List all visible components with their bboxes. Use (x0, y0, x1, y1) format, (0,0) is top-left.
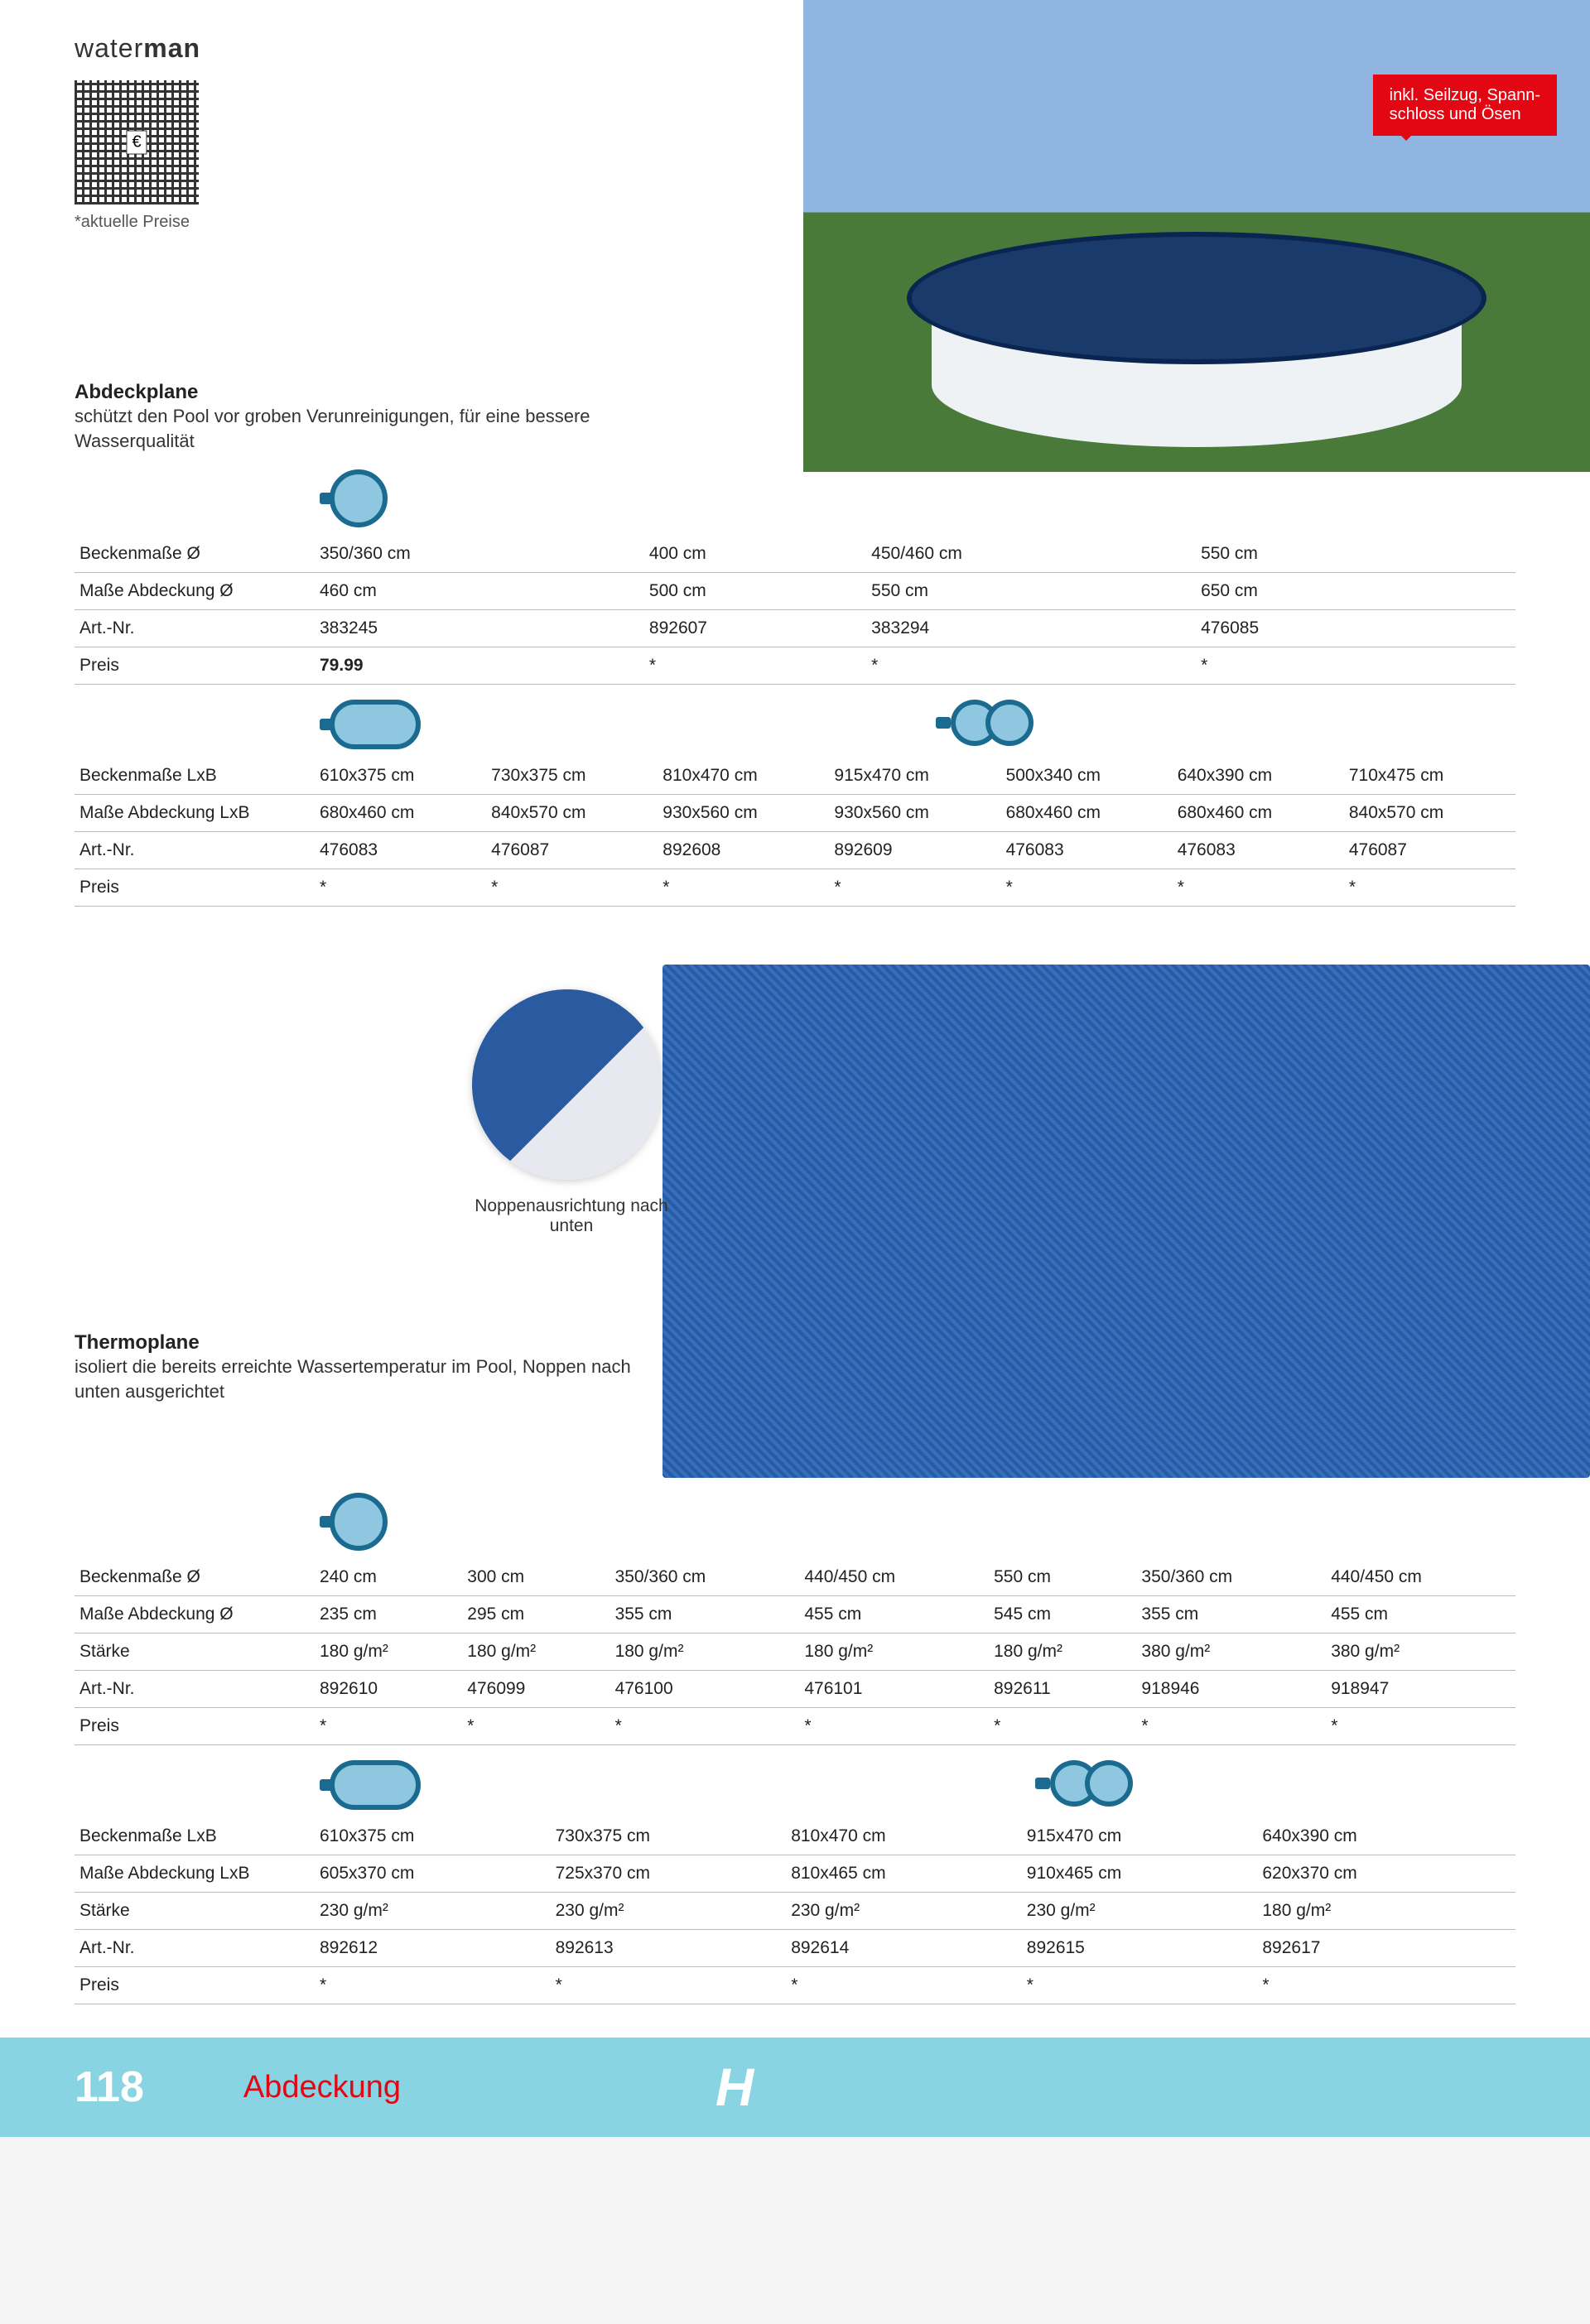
footer-category: Abdeckung (243, 2070, 401, 2105)
table-thermo-round: Beckenmaße Ø240 cm300 cm350/360 cm440/45… (75, 1559, 1515, 1745)
shape-oval-icon (330, 700, 421, 749)
table-row: Maße Abdeckung Ø460 cm500 cm550 cm650 cm (75, 573, 1515, 610)
shape-eight-icon (1050, 1760, 1133, 1807)
detail-caption: Noppenausrichtung nach unten (455, 1196, 687, 1236)
table-abdeckplane-round: Beckenmaße Ø350/360 cm400 cm450/460 cm55… (75, 536, 1515, 685)
shape-round-icon (330, 469, 388, 527)
section1-desc: schützt den Pool vor groben Verunreinigu… (75, 404, 654, 453)
table-row: Beckenmaße Ø240 cm300 cm350/360 cm440/45… (75, 1559, 1515, 1596)
shape-eight-icon (951, 700, 1034, 746)
table-row: Preis79.99*** (75, 647, 1515, 685)
hero-image-thermoplane: Noppenausrichtung nach unten Thermoplane… (75, 965, 1515, 1478)
page-number: 118 (75, 2062, 144, 2112)
brand-bold: man (143, 33, 200, 63)
table-row: Maße Abdeckung LxB680x460 cm840x570 cm93… (75, 795, 1515, 832)
thermo-texture (662, 965, 1590, 1478)
shape-round-icon (330, 1493, 388, 1551)
table-row: Preis***** (75, 1967, 1515, 2004)
feature-badge: inkl. Seilzug, Spann- schloss und Ösen (1373, 75, 1557, 136)
brand-light: water (75, 33, 143, 63)
table-row: Maße Abdeckung LxB605x370 cm725x370 cm81… (75, 1855, 1515, 1893)
page-footer: 118 Abdeckung H (0, 2038, 1590, 2137)
table-row: Beckenmaße LxB610x375 cm730x375 cm810x47… (75, 1818, 1515, 1855)
section2-desc: isoliert die bereits erreichte Wassertem… (75, 1354, 654, 1403)
table-row: Stärke180 g/m²180 g/m²180 g/m²180 g/m²18… (75, 1634, 1515, 1671)
table-row: Art.-Nr.89261047609947610047610189261191… (75, 1671, 1515, 1708)
table-row: Art.-Nr.892612892613892614892615892617 (75, 1930, 1515, 1967)
table-row: Maße Abdeckung Ø235 cm295 cm355 cm455 cm… (75, 1596, 1515, 1634)
qr-code (75, 80, 199, 204)
brand-logo-h: H (716, 2057, 754, 2118)
table-row: Preis******* (75, 1708, 1515, 1745)
table-row: Preis******* (75, 869, 1515, 907)
table-thermo-oval: Beckenmaße LxB610x375 cm730x375 cm810x47… (75, 1818, 1515, 2004)
hero-image-pool-cover: inkl. Seilzug, Spann- schloss und Ösen (803, 0, 1590, 472)
section2-title: Thermoplane (75, 1331, 654, 1354)
table-abdeckplane-oval: Beckenmaße LxB610x375 cm730x375 cm810x47… (75, 758, 1515, 907)
table-row: Beckenmaße LxB610x375 cm730x375 cm810x47… (75, 758, 1515, 795)
table-row: Art.-Nr.383245892607383294476085 (75, 610, 1515, 647)
table-row: Beckenmaße Ø350/360 cm400 cm450/460 cm55… (75, 536, 1515, 573)
shape-oval-icon (330, 1760, 421, 1810)
detail-circle (472, 989, 662, 1180)
table-row: Art.-Nr.47608347608789260889260947608347… (75, 832, 1515, 869)
catalog-page: waterman *aktuelle Preise inkl. Seilzug,… (0, 0, 1590, 2038)
pool-illustration (907, 232, 1486, 447)
table-row: Stärke230 g/m²230 g/m²230 g/m²230 g/m²18… (75, 1893, 1515, 1930)
